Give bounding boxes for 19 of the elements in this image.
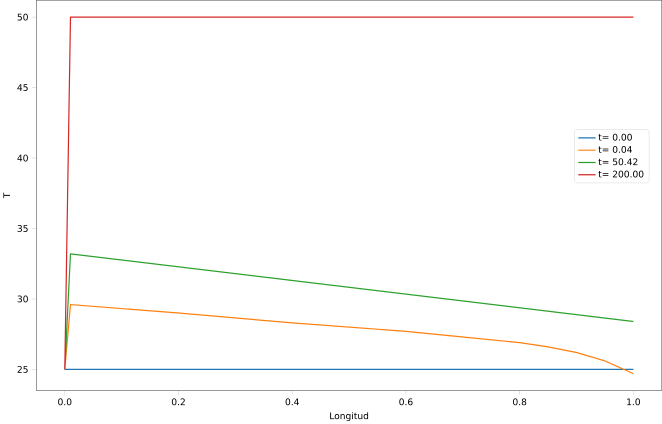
x-tick-label: 0.2 [172, 398, 185, 406]
x-tick-label: 0.6 [399, 398, 413, 406]
y-tick-label: 45 [17, 84, 28, 91]
line-series [64, 304, 634, 374]
x-tick-label: 1.0 [627, 398, 640, 406]
x-tick-label: 0.8 [513, 398, 526, 406]
x-tick-label: 0.4 [286, 398, 299, 406]
x-axis-title: Longitud [330, 412, 368, 421]
legend-label: t= 0.00 [598, 134, 632, 140]
legend-label: t= 50.42 [598, 158, 638, 166]
y-tick-label: 50 [18, 13, 28, 20]
y-tick-label: 35 [18, 224, 28, 232]
y-tick-label: 25 [18, 366, 28, 373]
y-tick-label: 30 [18, 295, 28, 302]
legend-label: t= 200.00 [598, 170, 644, 178]
y-axis-title: T [3, 192, 10, 198]
y-tick-label: 40 [17, 154, 28, 162]
x-tick-label: 0.0 [58, 398, 72, 406]
legend-label: t= 0.04 [598, 146, 632, 153]
